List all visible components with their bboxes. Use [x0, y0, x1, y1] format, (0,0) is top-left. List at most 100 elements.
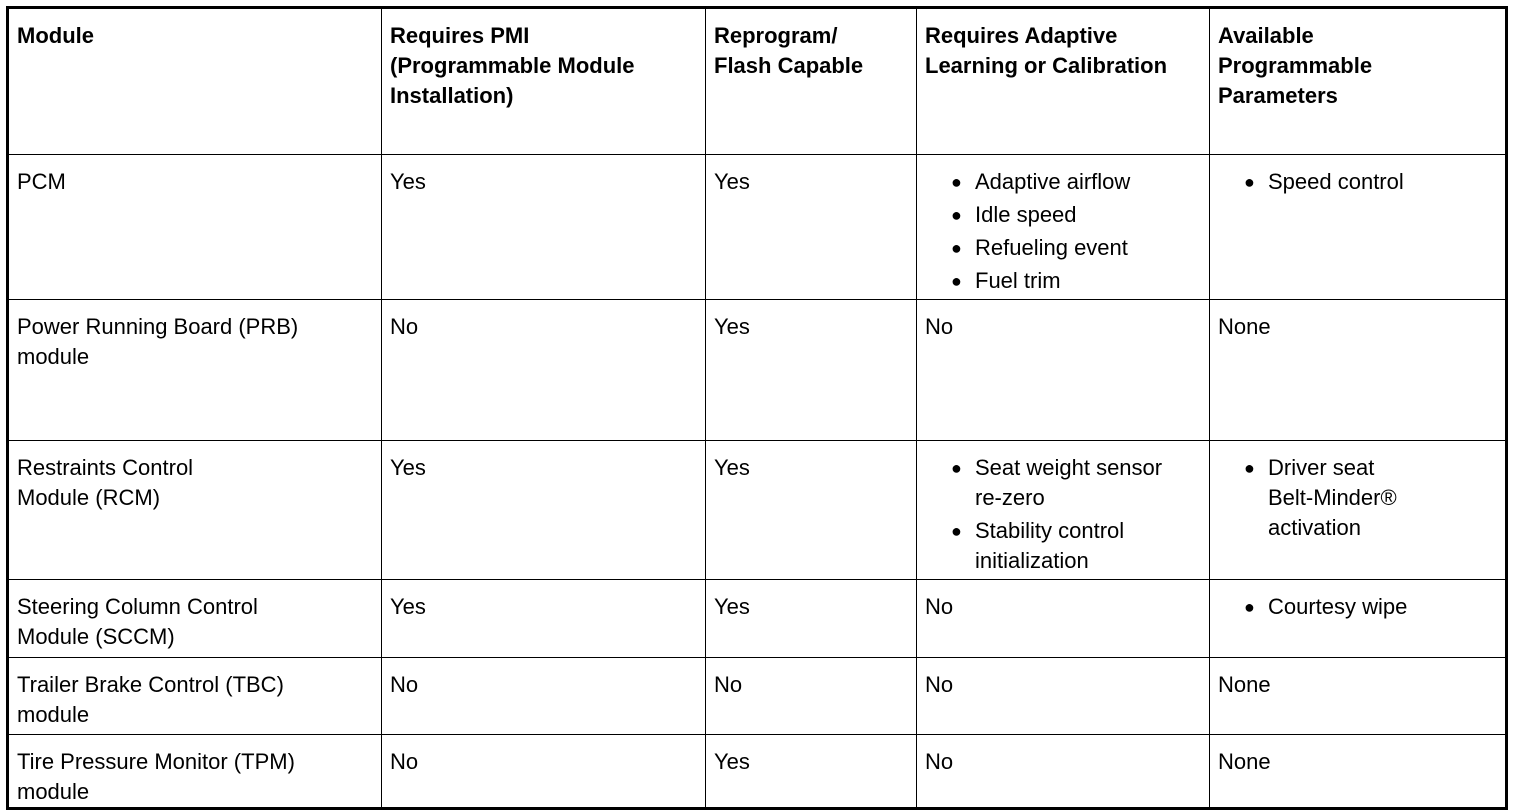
table-cell: ● Courtesy wipe	[1209, 579, 1507, 658]
table-cell: Yes	[705, 579, 917, 658]
table-row: Power Running Board (PRB) module No Yes No No…	[7, 299, 1507, 441]
cell-line: re-zero	[975, 485, 1045, 510]
cell-line: Yes	[714, 314, 750, 339]
cell-line: Driver seat	[1268, 455, 1375, 480]
module-table: Module Requires PMI (Programmable Module In…	[6, 6, 1508, 810]
table-cell: No	[705, 657, 917, 735]
cell-line: initialization	[975, 548, 1089, 573]
cell-line: None	[1218, 749, 1271, 774]
cell-line: Restraints Control	[17, 455, 194, 480]
table-cell: ● Driver seat Belt-Minder® activation	[1209, 440, 1507, 580]
bullet: ●	[951, 458, 962, 478]
cell-line: Refueling event	[975, 235, 1128, 260]
cell-line: Adaptive airflow	[975, 169, 1131, 194]
table-cell: No	[381, 657, 706, 735]
cell-line: Module (RCM)	[17, 485, 161, 510]
table-cell: No	[916, 657, 1210, 735]
bullet-item: ● Seat weight sensor re-zero	[925, 453, 1201, 513]
table-row: Steering Column Control Module (SCCM) Yes Y…	[7, 579, 1507, 658]
bullet: ●	[951, 271, 962, 291]
cell-line: No	[925, 672, 954, 697]
cell-line: Yes	[714, 749, 750, 774]
bullet-item: ● Adaptive airflow	[925, 167, 1201, 197]
bullet: ●	[1244, 597, 1255, 617]
table-cell: Yes	[381, 440, 706, 580]
cell-line: Installation)	[390, 83, 514, 108]
table-cell: Restraints Control Module (RCM)	[7, 440, 382, 580]
cell-line: Yes	[390, 594, 426, 619]
cell-line: Module (SCCM)	[17, 624, 175, 649]
cell-line: Idle speed	[975, 202, 1077, 227]
header-row: Module Requires PMI (Programmable Module In…	[7, 7, 1507, 155]
cell-line: Seat weight sensor	[975, 455, 1163, 480]
cell-line: No	[390, 672, 419, 697]
cell-line: Learning or Calibration	[925, 53, 1168, 78]
bullet: ●	[951, 238, 962, 258]
table-cell: None	[1209, 657, 1507, 735]
cell-line: Yes	[714, 455, 750, 480]
header-cell: Available Programmable Parameters	[1209, 7, 1507, 155]
cell-line: Belt-Minder®	[1268, 485, 1397, 510]
cell-line: Fuel trim	[975, 268, 1061, 293]
table-cell: No	[916, 299, 1210, 441]
header-cell: Reprogram/Flash Capable	[705, 7, 917, 155]
cell-line: (Programmable Module	[390, 53, 635, 78]
cell-line: No	[925, 594, 954, 619]
cell-line: Tire Pressure Monitor (TPM)	[17, 749, 295, 774]
bullet-item: ● Stability control initialization	[925, 516, 1201, 576]
table-cell: Yes	[705, 154, 917, 300]
cell-line: Reprogram/	[714, 23, 838, 48]
cell-line: Requires Adaptive	[925, 23, 1118, 48]
cell-line: module	[17, 702, 90, 727]
cell-line: Yes	[714, 169, 750, 194]
bullet-item: ● Idle speed	[925, 200, 1201, 230]
cell-line: Trailer Brake Control (TBC)	[17, 672, 284, 697]
table-cell: ● Seat weight sensor re-zero ● Stability con…	[916, 440, 1210, 580]
header-cell: Requires PMI (Programmable Module Installa…	[381, 7, 706, 155]
table-row: PCM Yes Yes ● Adaptive airflow ● Idle speed ● Re…	[7, 154, 1507, 300]
cell-line: Module	[17, 23, 94, 48]
bullet: ●	[951, 521, 962, 541]
cell-line: Programmable	[1218, 53, 1373, 78]
cell-line: activation	[1268, 515, 1361, 540]
table-cell: ● Speed control	[1209, 154, 1507, 300]
table-row: Tire Pressure Monitor (TPM) module No Yes No…	[7, 734, 1507, 809]
cell-line: None	[1218, 672, 1271, 697]
cell-line: Stability control	[975, 518, 1125, 543]
bullet: ●	[1244, 172, 1255, 192]
table-cell: No	[916, 734, 1210, 809]
bullet-item: ● Driver seat Belt-Minder® activation	[1218, 453, 1497, 543]
cell-line: Parameters	[1218, 83, 1338, 108]
header-cell: Module	[7, 7, 382, 155]
table-cell: Trailer Brake Control (TBC) module	[7, 657, 382, 735]
bullet-item: ● Refueling event	[925, 233, 1201, 263]
bullet-item: ● Courtesy wipe	[1218, 592, 1497, 622]
table-cell: ● Adaptive airflow ● Idle speed ● Refueling e…	[916, 154, 1210, 300]
table-cell: None	[1209, 734, 1507, 809]
table-cell: PCM	[7, 154, 382, 300]
page: Module Requires PMI (Programmable Module In…	[6, 6, 1508, 810]
cell-line: Yes	[714, 594, 750, 619]
cell-line: Available	[1218, 23, 1314, 48]
bullet: ●	[1244, 458, 1255, 478]
cell-line: Steering Column Control	[17, 594, 258, 619]
table-row: Trailer Brake Control (TBC) module No No No N…	[7, 657, 1507, 735]
bullet: ●	[951, 172, 962, 192]
cell-line: Courtesy wipe	[1268, 594, 1408, 619]
cell-line: No	[925, 749, 954, 774]
cell-line: Speed control	[1268, 169, 1404, 194]
table-cell: Yes	[705, 734, 917, 809]
cell-line: Power Running Board (PRB)	[17, 314, 299, 339]
cell-line: No	[390, 314, 419, 339]
table-cell: None	[1209, 299, 1507, 441]
table-cell: No	[381, 299, 706, 441]
table-cell: No	[916, 579, 1210, 658]
table-cell: Steering Column Control Module (SCCM)	[7, 579, 382, 658]
table-cell: Yes	[381, 154, 706, 300]
header-cell: Requires Adaptive Learning or Calibration	[916, 7, 1210, 155]
table-cell: Yes	[705, 440, 917, 580]
table-cell: Yes	[705, 299, 917, 441]
cell-line: Requires PMI	[390, 23, 530, 48]
cell-line: PCM	[17, 169, 66, 194]
bullet-item: ● Fuel trim	[925, 266, 1201, 296]
